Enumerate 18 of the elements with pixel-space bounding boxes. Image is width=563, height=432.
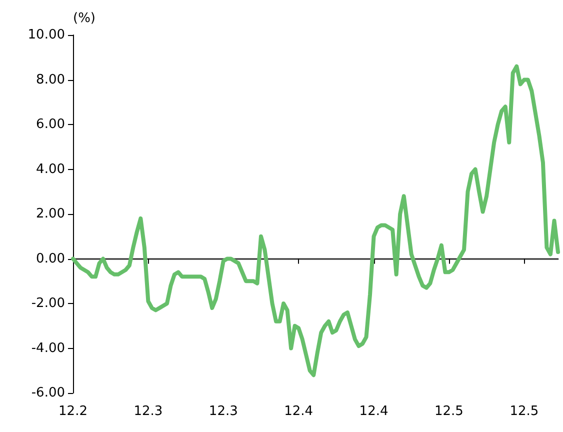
x-tick-label: 12.5 — [510, 404, 539, 419]
x-tick-label: 12.3 — [134, 404, 163, 419]
y-tick-label: -6.00 — [31, 386, 65, 400]
y-tick-label: 0.00 — [36, 251, 65, 266]
y-tick-label: 2.00 — [36, 206, 65, 222]
y-tick-label: 6.00 — [36, 117, 65, 132]
y-tick-label: -4.00 — [31, 340, 65, 356]
x-tick-label: 12.4 — [359, 404, 388, 419]
y-tick-label: 4.00 — [36, 162, 65, 177]
x-tick-label: 12.3 — [208, 404, 238, 419]
y-tick-label: -2.00 — [31, 296, 65, 311]
x-tick-label: 12.2 — [58, 404, 88, 419]
y-tick-label: 8.00 — [36, 72, 65, 88]
x-tick-label: 12.5 — [434, 404, 464, 419]
y-tick-label: 10.00 — [28, 28, 65, 42]
line-series — [71, 64, 560, 378]
x-tick-label: 12.4 — [284, 404, 314, 419]
y-axis-title: (%) — [73, 11, 96, 26]
